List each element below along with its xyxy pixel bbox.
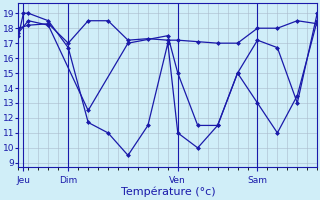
X-axis label: Température (°c): Température (°c)	[121, 187, 215, 197]
